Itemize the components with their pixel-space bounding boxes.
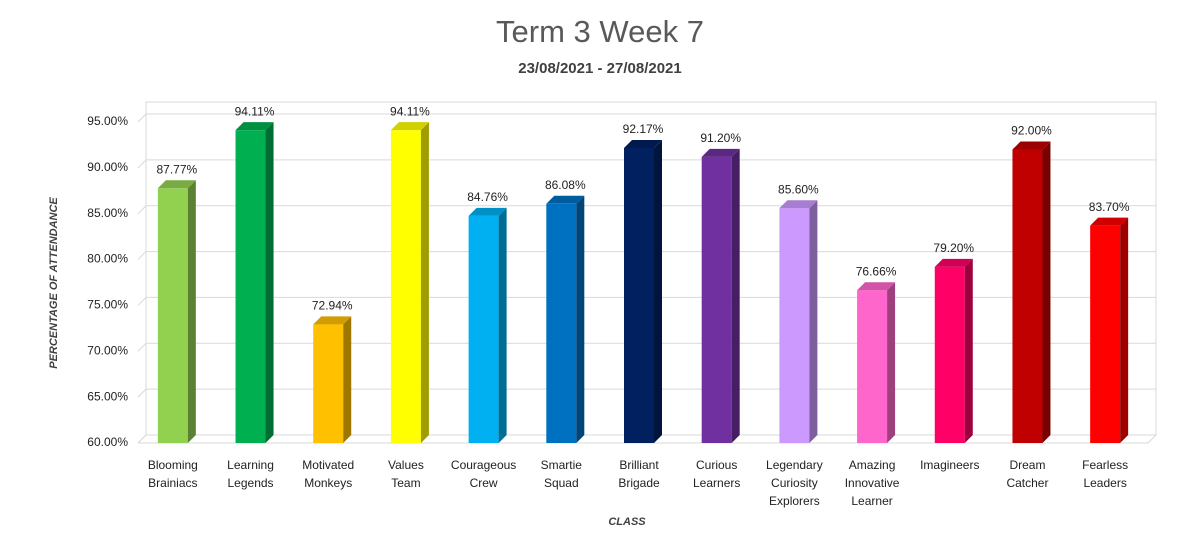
x-tick-label: Blooming Brainiacs [147, 458, 198, 490]
data-label: 84.76% [467, 190, 508, 204]
bar-top [313, 316, 352, 325]
bar-side [654, 139, 662, 443]
bar-front [1012, 149, 1043, 443]
bar-side [731, 148, 740, 443]
bar-top [701, 148, 740, 157]
bar-side [964, 258, 973, 443]
bar-side [265, 122, 274, 444]
x-tick-label: Curious Learners [693, 458, 741, 490]
bar-side [1120, 217, 1129, 443]
bar-front [235, 130, 266, 443]
data-label: 85.60% [778, 182, 819, 196]
bar-front [546, 203, 577, 443]
grid-line [137, 388, 1156, 398]
bar-side [343, 316, 352, 443]
bar-front [313, 324, 344, 443]
y-axis-label: PERCENTAGE OF ATTENDANCE [48, 197, 60, 369]
bar-top [546, 195, 585, 204]
x-tick-label: Courageous Crew [450, 458, 517, 490]
bar-top [468, 207, 507, 216]
data-label: 92.17% [623, 122, 664, 136]
x-axis-label: CLASS [608, 516, 646, 528]
y-tick-label: 95.00% [87, 114, 128, 128]
grid-line [137, 159, 1156, 169]
bar-top [1090, 217, 1129, 226]
bar-front [934, 266, 965, 443]
bar-front [157, 188, 188, 443]
bar-front [857, 290, 888, 443]
bar-side [420, 122, 429, 444]
data-label: 72.94% [312, 298, 353, 312]
bar-front [624, 147, 654, 443]
grid-line [137, 251, 1156, 260]
bar-front [468, 215, 499, 443]
y-tick-label: 65.00% [87, 389, 128, 403]
bar-top [934, 258, 973, 267]
grid-line [137, 296, 1156, 306]
x-tick-label: Learning Legends [227, 458, 274, 490]
x-tick-label: Legendary Curiosity Explorers [766, 458, 823, 508]
bar-top [1012, 141, 1051, 150]
bar-top [157, 180, 196, 189]
y-tick-label: 70.00% [87, 343, 128, 357]
bar-top [624, 139, 662, 148]
x-tick-label: Fearless Leaders [1082, 458, 1129, 490]
bar-side [1042, 141, 1051, 443]
bar-front [1090, 225, 1121, 443]
grid-line [137, 434, 1156, 444]
x-tick-label: Dream Catcher [1006, 458, 1049, 490]
chart-title: Term 3 Week 7 [496, 14, 704, 49]
bar-side [576, 195, 585, 443]
chart-subtitle: 23/08/2021 - 27/08/2021 [518, 60, 681, 77]
y-tick-label: 75.00% [87, 298, 128, 312]
data-label: 86.08% [545, 178, 586, 192]
bar-front [701, 156, 732, 443]
y-tick-label: 60.00% [87, 435, 128, 449]
data-label: 83.70% [1089, 200, 1130, 214]
x-tick-label: Amazing Innovative Learner [844, 458, 900, 508]
x-tick-label: Smartie Squad [540, 458, 582, 490]
grid-line [137, 205, 1156, 215]
y-tick-label: 85.00% [87, 206, 128, 220]
grid-line [137, 342, 1156, 352]
data-label: 87.77% [156, 162, 197, 176]
data-label: 79.20% [933, 241, 974, 255]
bar-top [390, 122, 429, 131]
x-tick-label: Motivated Monkeys [302, 458, 355, 490]
bar-side [187, 180, 196, 443]
x-tick-label: Imagineers [920, 458, 980, 472]
data-label: 94.11% [235, 104, 275, 118]
bar-front [390, 130, 421, 443]
bar-top [235, 122, 274, 131]
y-tick-label: 80.00% [87, 252, 128, 266]
data-label: 76.66% [856, 264, 897, 278]
data-label: 94.11% [390, 104, 430, 118]
y-tick-label: 90.00% [87, 160, 128, 174]
bar-top [857, 282, 896, 291]
bar-side [498, 207, 507, 443]
x-tick-label: Brilliant Brigade [618, 458, 660, 490]
data-label: 91.20% [700, 131, 741, 145]
bar-top [779, 200, 818, 209]
bar-side [809, 200, 818, 443]
data-label: 92.00% [1011, 124, 1052, 138]
bar-front [779, 208, 810, 443]
x-tick-label: Values Team [388, 458, 424, 490]
grid-line [137, 113, 1156, 123]
bar-side [887, 282, 896, 443]
